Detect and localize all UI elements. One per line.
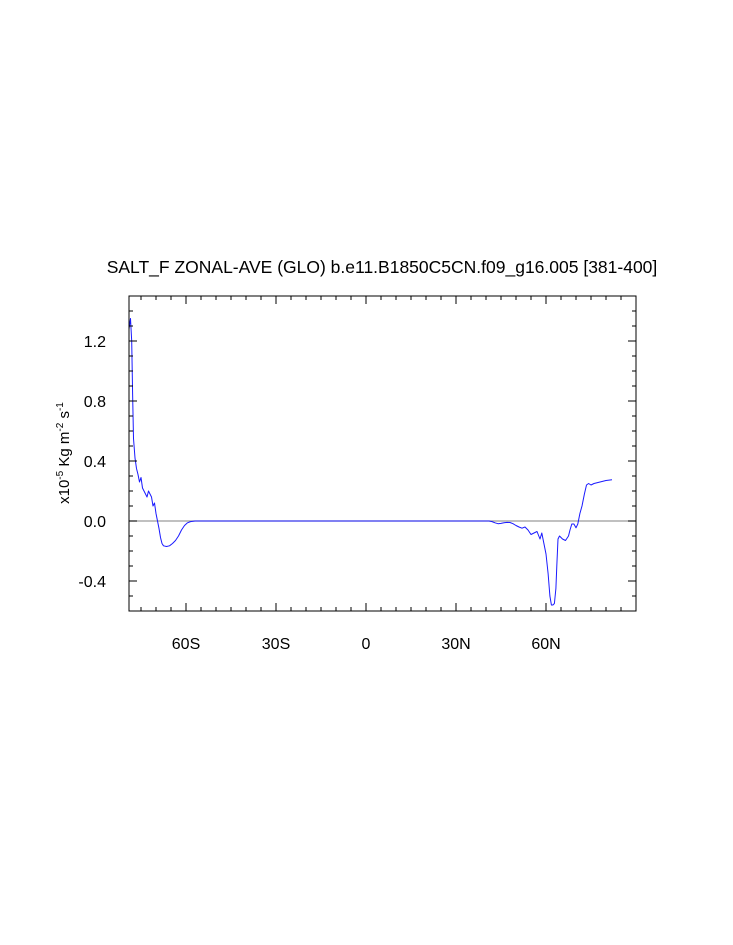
x-tick-labels: 60S 30S 0 30N 60N	[172, 636, 561, 653]
y-tick-label: 0.8	[84, 394, 106, 411]
y-axis-label-mid: Kg m	[56, 432, 73, 471]
x-tick-label: 60S	[172, 636, 200, 653]
y-tick-label: 0.0	[84, 514, 106, 531]
y-axis-label-mid2: s	[56, 411, 73, 423]
tick-layer	[129, 295, 637, 612]
x-tick-label: 30S	[262, 636, 290, 653]
x-tick-label: 30N	[441, 636, 470, 653]
x-tick-label: 0	[362, 636, 371, 653]
y-tick-labels: -0.4 0.0 0.4 0.8 1.2	[78, 334, 106, 591]
series-line	[128, 318, 613, 606]
y-axis-label-prefix: x10	[56, 480, 73, 504]
y-axis-label: x10-5 Kg m-2 s-1	[55, 402, 73, 504]
chart-title: SALT_F ZONAL-AVE (GLO) b.e11.B1850C5CN.f…	[107, 257, 658, 278]
y-axis-label-exp1: -5	[55, 470, 66, 479]
y-axis-label-exp2: -2	[55, 422, 66, 431]
y-tick-label: 1.2	[84, 334, 106, 351]
x-tick-label: 60N	[531, 636, 560, 653]
y-tick-label: 0.4	[84, 454, 106, 471]
y-axis-label-exp3: -1	[55, 402, 66, 411]
y-tick-label: -0.4	[78, 574, 106, 591]
series-layer	[128, 318, 613, 606]
plot-frame	[128, 295, 637, 612]
